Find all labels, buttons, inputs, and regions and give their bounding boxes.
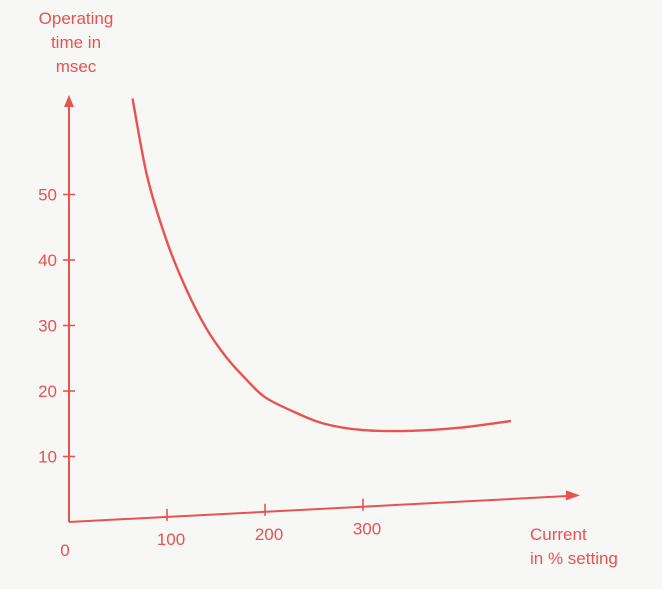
y-tick-label: 50 — [38, 186, 57, 205]
y-axis-title-line: msec — [56, 57, 97, 76]
y-tick-label: 30 — [38, 317, 57, 336]
operating-time-curve — [131, 98, 512, 433]
x-origin-label: 0 — [60, 541, 69, 560]
x-axis-title-line: in % setting — [530, 549, 618, 568]
y-axis-title-line: Operating — [39, 9, 114, 28]
y-tick-label: 20 — [38, 382, 57, 401]
y-axis-title-line: time in — [51, 33, 101, 52]
x-axis-line — [68, 494, 571, 523]
x-tick-label: 300 — [353, 520, 381, 539]
x-tick-label: 100 — [157, 530, 185, 549]
x-axis-title-line: Current — [530, 525, 587, 544]
x-tick-label: 200 — [255, 525, 283, 544]
y-tick-label: 10 — [38, 448, 57, 467]
x-axis-arrow — [566, 490, 580, 501]
y-tick-label: 40 — [38, 251, 57, 270]
y-axis-arrow — [64, 95, 74, 107]
